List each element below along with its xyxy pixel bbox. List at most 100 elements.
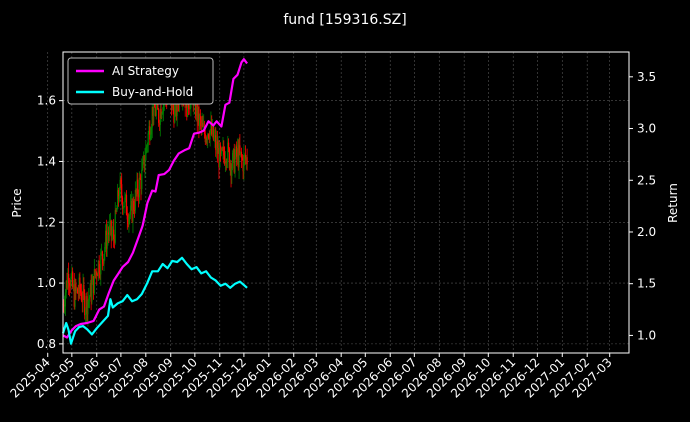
candle-body [153,94,155,116]
y-right-tick-label: 1.0 [637,328,656,342]
candle-body [116,208,118,212]
candle-body [236,148,239,157]
candle-body [210,123,212,130]
candle-body [158,122,161,125]
candle-body [100,252,102,275]
candle-body [96,275,99,277]
candle-body [134,189,136,211]
candle-body [146,146,148,148]
candle-body [75,283,77,291]
candle-body [162,111,164,114]
candle-body [126,215,128,220]
candle-body [146,145,149,147]
candle-body [94,269,96,275]
candle-body [219,145,221,168]
y-right-tick-label: 1.5 [637,277,656,291]
candle-body [246,157,248,165]
candle-body [206,138,208,140]
candle-body [84,312,87,316]
candle-body [90,283,92,302]
y-right-tick-label: 2.5 [637,173,656,187]
plot-frame [62,51,630,354]
candle-body [87,300,89,315]
candle-body [98,261,100,274]
candle-body [215,141,218,150]
candle-body [108,232,110,235]
y-axis-right-label: Return [666,183,680,223]
candle-body [78,277,80,294]
candle-body [198,106,200,127]
candle-body [157,100,159,110]
candle-body [205,138,207,142]
candle-body [119,179,121,197]
candle-body [65,280,67,293]
y-left-tick-label: 0.8 [37,337,56,351]
candle-body [148,126,150,134]
candle-body [159,108,161,125]
candle-body [212,125,214,140]
candle-body [76,288,78,291]
candle-body [232,148,235,153]
candle-body [147,133,149,146]
candle-body [233,148,235,173]
candle-body [174,105,176,123]
candle-body [114,210,116,243]
candle-body [199,116,201,127]
series-line-buy-and-hold [61,256,248,345]
candle-body [137,179,139,195]
y-axis-right: 1.0 1.5 2.0 2.5 3.0 3.5 [629,70,656,342]
candle-body [105,230,108,249]
series-lines [61,58,248,345]
candle-body [221,148,223,150]
candle-body [215,135,217,150]
candle-body [230,162,232,176]
candle-body [171,99,173,111]
candle-body [133,200,135,211]
candle-body [67,274,69,288]
candle-body [211,125,214,135]
y-right-tick-label: 3.5 [637,70,656,84]
candle-body [83,285,85,294]
candle-body [158,109,160,123]
candle-body [113,238,116,243]
candle-body [199,116,202,120]
candle-body [244,155,247,160]
candle-body [74,283,76,307]
series-line-ai-strategy [62,58,248,339]
candle-body [131,200,133,222]
candle-body [234,157,236,173]
candle-body [232,152,234,169]
candle-body [145,147,147,160]
candle-body [162,99,165,112]
candle-body [238,145,240,168]
candle-body [245,157,247,160]
candle-body [100,251,103,253]
candle-body [240,151,243,158]
candle-body [222,146,224,150]
candle-body [118,196,120,199]
candle-body [144,159,146,169]
candle-body [110,220,112,237]
candle-body [143,155,145,169]
y-axis-left-label: Price [10,188,24,217]
candle-body [121,184,123,198]
candle-body [71,271,73,277]
candle-body [136,179,138,193]
candle-body [223,146,225,156]
candle-body [241,157,243,159]
candle-body [84,293,86,316]
candle-body [113,229,115,239]
candle-body [64,306,66,308]
candle-body [68,283,71,285]
candle-body [242,158,244,172]
candle-body [231,168,233,176]
candle-body [154,107,157,116]
candle-body [66,280,68,288]
candle-body [239,145,241,154]
candle-body [109,220,112,226]
candle-body [141,169,143,190]
candle-body [72,284,75,287]
candle-body [207,134,210,138]
candle-body [128,216,130,224]
candle-body [218,148,220,168]
